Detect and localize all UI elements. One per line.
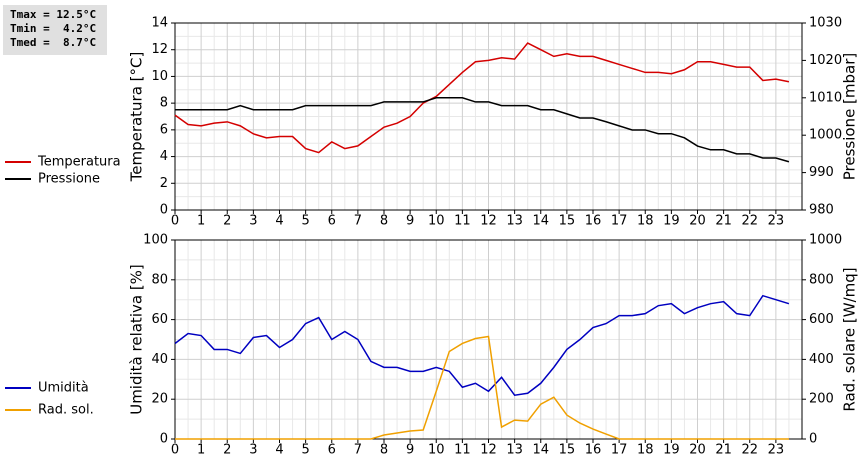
x-tick-label: 1 bbox=[197, 214, 205, 229]
y2-tick-label: 200 bbox=[809, 392, 834, 407]
plot-frame bbox=[174, 239, 803, 440]
x-tick-label: 23 bbox=[768, 443, 785, 458]
x-tick-label: 22 bbox=[741, 443, 758, 458]
legend-label: Pressione bbox=[38, 172, 100, 187]
y2-tick-label: 400 bbox=[809, 352, 834, 367]
x-tick-label: 4 bbox=[275, 214, 283, 229]
y2-axis-title: Pressione [mbar] bbox=[841, 53, 859, 181]
x-tick-label: 6 bbox=[328, 214, 336, 229]
x-tick-label: 3 bbox=[249, 214, 257, 229]
x-tick-label: 9 bbox=[406, 443, 414, 458]
x-tick-label: 16 bbox=[585, 214, 602, 229]
x-tick-label: 4 bbox=[275, 443, 283, 458]
x-tick-label: 8 bbox=[380, 214, 388, 229]
y2-tick-label: 1020 bbox=[809, 53, 842, 68]
legend-label: Umidità bbox=[38, 381, 89, 396]
y2-tick-label: 1000 bbox=[809, 233, 842, 248]
x-tick-label: 16 bbox=[585, 443, 602, 458]
x-tick-label: 12 bbox=[480, 443, 497, 458]
info-text: Tmin = 4.2°C bbox=[10, 22, 96, 35]
y-tick-label: 14 bbox=[151, 16, 168, 31]
x-tick-label: 21 bbox=[715, 214, 732, 229]
data-line bbox=[175, 97, 790, 163]
x-tick-label: 23 bbox=[768, 214, 785, 229]
y-tick-label: 4 bbox=[160, 149, 168, 164]
y2-tick-label: 1030 bbox=[809, 16, 842, 31]
legend-label: Temperatura bbox=[37, 155, 121, 170]
x-tick-label: 22 bbox=[741, 214, 758, 229]
y-tick-label: 100 bbox=[143, 233, 168, 248]
x-tick-label: 8 bbox=[380, 443, 388, 458]
y-axis-title: Temperatura [°C] bbox=[128, 52, 146, 183]
y2-tick-label: 980 bbox=[809, 203, 834, 218]
x-tick-label: 10 bbox=[428, 443, 445, 458]
y-tick-label: 0 bbox=[160, 432, 168, 447]
y-tick-label: 12 bbox=[151, 42, 168, 57]
x-tick-label: 11 bbox=[454, 214, 471, 229]
x-tick-label: 18 bbox=[637, 443, 654, 458]
y2-tick-label: 1000 bbox=[809, 128, 842, 143]
y-tick-label: 80 bbox=[151, 272, 168, 287]
x-tick-label: 21 bbox=[715, 443, 732, 458]
info-text: Tmed = 8.7°C bbox=[10, 36, 96, 49]
data-line bbox=[174, 42, 790, 154]
y-tick-label: 20 bbox=[151, 392, 168, 407]
info-text: Tmax = 12.5°C bbox=[10, 8, 96, 21]
x-tick-label: 6 bbox=[328, 443, 336, 458]
x-tick-label: 0 bbox=[171, 443, 179, 458]
x-tick-label: 19 bbox=[663, 443, 680, 458]
x-tick-label: 11 bbox=[454, 443, 471, 458]
x-tick-label: 2 bbox=[223, 443, 231, 458]
y-tick-label: 6 bbox=[160, 122, 168, 137]
y-tick-label: 40 bbox=[151, 352, 168, 367]
y2-axis-title: Rad. solare [W/mq] bbox=[841, 267, 859, 411]
x-tick-label: 2 bbox=[223, 214, 231, 229]
y2-tick-label: 600 bbox=[809, 312, 834, 327]
y-tick-label: 8 bbox=[160, 96, 168, 111]
x-tick-label: 19 bbox=[663, 214, 680, 229]
x-tick-label: 5 bbox=[301, 214, 309, 229]
x-tick-label: 10 bbox=[428, 214, 445, 229]
x-tick-label: 14 bbox=[532, 214, 549, 229]
x-tick-label: 7 bbox=[354, 214, 362, 229]
x-tick-label: 5 bbox=[301, 443, 309, 458]
y-tick-label: 2 bbox=[160, 176, 168, 191]
data-line bbox=[174, 294, 790, 397]
x-tick-label: 13 bbox=[506, 214, 523, 229]
y2-tick-label: 990 bbox=[809, 165, 834, 180]
x-tick-label: 13 bbox=[506, 443, 523, 458]
x-tick-label: 12 bbox=[480, 214, 497, 229]
x-tick-label: 17 bbox=[611, 443, 628, 458]
x-tick-label: 18 bbox=[637, 214, 654, 229]
x-tick-label: 15 bbox=[559, 443, 576, 458]
x-tick-label: 20 bbox=[689, 443, 706, 458]
x-tick-label: 14 bbox=[532, 443, 549, 458]
x-tick-label: 9 bbox=[406, 214, 414, 229]
x-tick-label: 17 bbox=[611, 214, 628, 229]
x-tick-label: 1 bbox=[197, 443, 205, 458]
y-tick-label: 0 bbox=[160, 203, 168, 218]
data-line bbox=[175, 335, 789, 440]
y-tick-label: 60 bbox=[151, 312, 168, 327]
legend-label: Rad. sol. bbox=[38, 403, 94, 418]
x-tick-label: 15 bbox=[559, 214, 576, 229]
plot-frame bbox=[174, 22, 803, 211]
y-tick-label: 10 bbox=[151, 69, 168, 84]
x-tick-label: 0 bbox=[171, 214, 179, 229]
y2-tick-label: 0 bbox=[809, 432, 817, 447]
y-axis-title: Umidità relativa [%] bbox=[128, 264, 146, 415]
x-tick-label: 7 bbox=[354, 443, 362, 458]
x-tick-label: 3 bbox=[249, 443, 257, 458]
x-tick-label: 20 bbox=[689, 214, 706, 229]
y2-tick-label: 1010 bbox=[809, 90, 842, 105]
info-box bbox=[3, 5, 107, 55]
y2-tick-label: 800 bbox=[809, 272, 834, 287]
